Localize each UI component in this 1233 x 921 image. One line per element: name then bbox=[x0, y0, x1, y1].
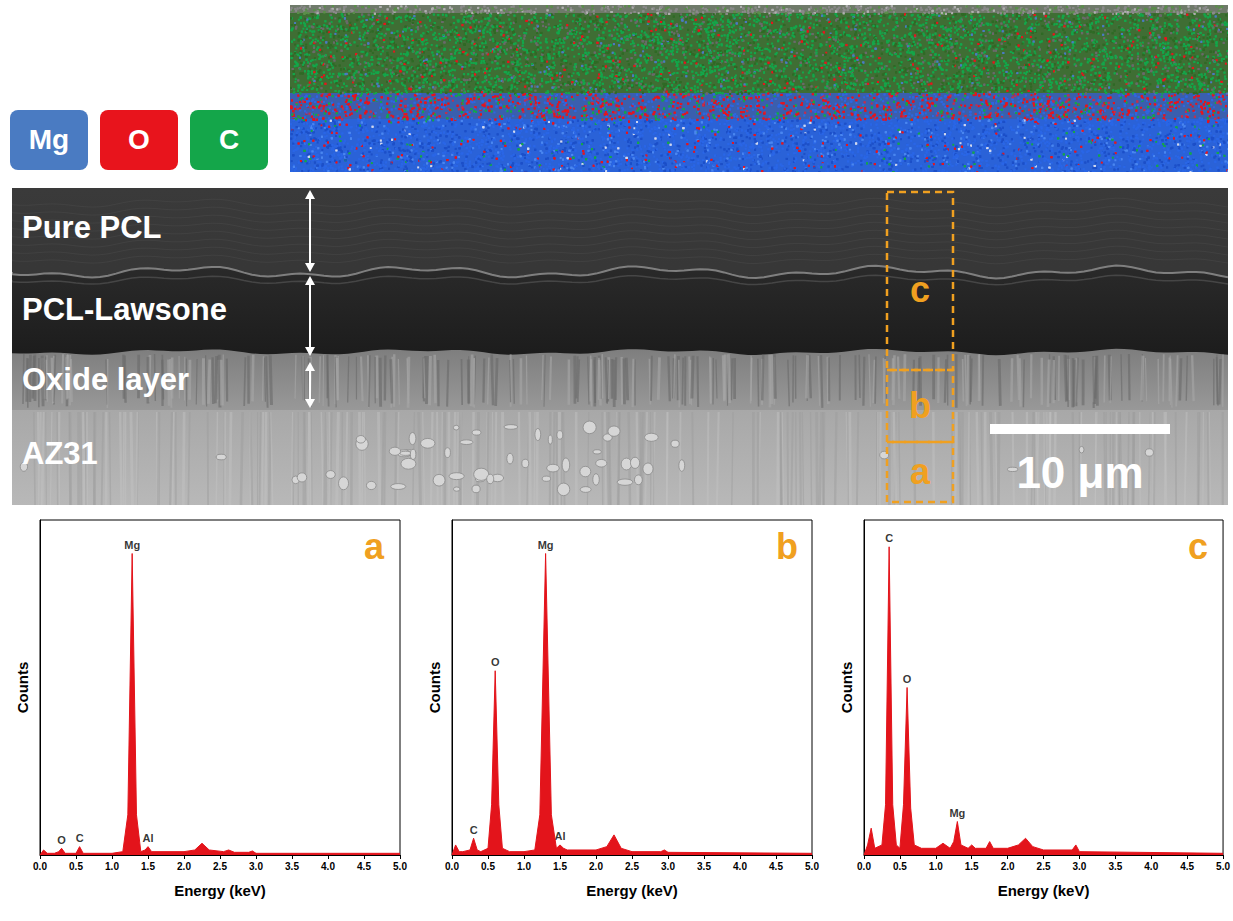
svg-text:C: C bbox=[885, 532, 893, 544]
svg-text:2.5: 2.5 bbox=[213, 861, 227, 872]
svg-text:b: b bbox=[776, 526, 798, 567]
svg-text:Al: Al bbox=[555, 830, 566, 842]
svg-text:5.0: 5.0 bbox=[1216, 861, 1230, 872]
svg-text:5.0: 5.0 bbox=[805, 861, 819, 872]
svg-text:1.0: 1.0 bbox=[929, 861, 943, 872]
svg-text:1.0: 1.0 bbox=[517, 861, 531, 872]
svg-text:Counts: Counts bbox=[14, 662, 31, 714]
svg-text:c: c bbox=[1188, 526, 1208, 567]
svg-text:10 μm: 10 μm bbox=[1016, 448, 1143, 497]
svg-text:O: O bbox=[57, 834, 66, 846]
svg-text:Mg: Mg bbox=[124, 539, 140, 551]
svg-text:2.5: 2.5 bbox=[625, 861, 639, 872]
svg-text:4.5: 4.5 bbox=[1180, 861, 1194, 872]
svg-text:3.0: 3.0 bbox=[661, 861, 675, 872]
svg-text:4.0: 4.0 bbox=[321, 861, 335, 872]
svg-text:a: a bbox=[364, 526, 385, 567]
svg-text:Mg: Mg bbox=[949, 807, 965, 819]
svg-text:Mg: Mg bbox=[538, 539, 554, 551]
svg-text:2.0: 2.0 bbox=[589, 861, 603, 872]
svg-text:0.5: 0.5 bbox=[481, 861, 495, 872]
svg-text:0.0: 0.0 bbox=[445, 861, 459, 872]
svg-text:3.5: 3.5 bbox=[1108, 861, 1122, 872]
svg-text:Pure PCL: Pure PCL bbox=[22, 210, 162, 245]
svg-text:1.5: 1.5 bbox=[141, 861, 155, 872]
svg-text:0.5: 0.5 bbox=[893, 861, 907, 872]
svg-text:3.0: 3.0 bbox=[249, 861, 263, 872]
html-text:O: O bbox=[128, 124, 150, 155]
svg-text:O: O bbox=[491, 656, 500, 668]
svg-text:c: c bbox=[910, 269, 930, 310]
svg-text:PCL-Lawsone: PCL-Lawsone bbox=[22, 292, 227, 327]
svg-text:Oxide layer: Oxide layer bbox=[22, 362, 189, 397]
html-text:C: C bbox=[218, 124, 240, 155]
svg-text:0.0: 0.0 bbox=[857, 861, 871, 872]
svg-text:C: C bbox=[470, 824, 478, 836]
svg-text:4.0: 4.0 bbox=[1144, 861, 1158, 872]
svg-text:0.0: 0.0 bbox=[33, 861, 47, 872]
svg-text:4.5: 4.5 bbox=[769, 861, 783, 872]
svg-text:0.5: 0.5 bbox=[69, 861, 83, 872]
svg-text:C: C bbox=[76, 832, 84, 844]
svg-text:O: O bbox=[903, 673, 912, 685]
svg-text:1.0: 1.0 bbox=[105, 861, 119, 872]
svg-text:Counts: Counts bbox=[838, 662, 855, 714]
svg-text:3.5: 3.5 bbox=[697, 861, 711, 872]
svg-text:Al: Al bbox=[143, 832, 154, 844]
svg-text:4.5: 4.5 bbox=[357, 861, 371, 872]
svg-text:Counts: Counts bbox=[426, 662, 443, 714]
svg-text:a: a bbox=[910, 451, 931, 492]
svg-text:3.5: 3.5 bbox=[285, 861, 299, 872]
svg-text:Energy (keV): Energy (keV) bbox=[586, 882, 678, 899]
svg-text:1.5: 1.5 bbox=[965, 861, 979, 872]
svg-text:4.0: 4.0 bbox=[733, 861, 747, 872]
svg-text:2.5: 2.5 bbox=[1037, 861, 1051, 872]
svg-text:1.5: 1.5 bbox=[553, 861, 567, 872]
svg-text:Energy (keV): Energy (keV) bbox=[174, 882, 266, 899]
svg-text:AZ31: AZ31 bbox=[22, 436, 98, 471]
svg-text:Energy (keV): Energy (keV) bbox=[998, 882, 1090, 899]
svg-text:2.0: 2.0 bbox=[1001, 861, 1015, 872]
html-text:Mg: Mg bbox=[28, 124, 70, 155]
svg-text:2.0: 2.0 bbox=[177, 861, 191, 872]
svg-text:5.0: 5.0 bbox=[393, 861, 407, 872]
svg-text:3.0: 3.0 bbox=[1072, 861, 1086, 872]
svg-text:b: b bbox=[909, 385, 931, 426]
